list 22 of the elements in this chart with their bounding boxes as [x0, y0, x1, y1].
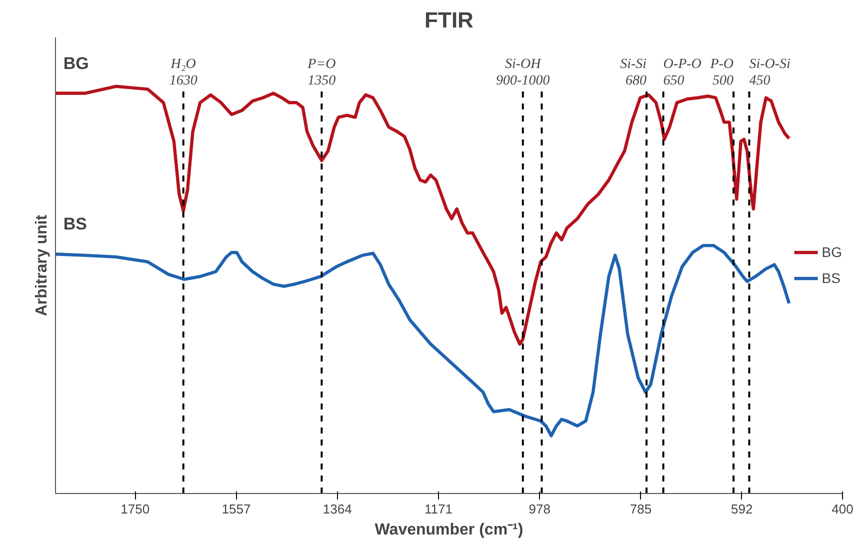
ref-line-label: Si-O-Si 450: [749, 56, 791, 88]
x-tick-label: 400: [832, 502, 854, 516]
legend-label: BG: [822, 244, 842, 260]
ref-line-label: O-P-O 650: [663, 56, 702, 88]
x-axis-title: Wavenumber (cm⁻¹): [374, 522, 524, 538]
legend-label: BS: [822, 270, 842, 286]
ref-line-label: Si-Si 680: [620, 56, 647, 88]
chart-title: FTIR: [424, 8, 474, 32]
x-tick-label: 1364: [322, 502, 352, 516]
x-tick-label: 978: [528, 502, 551, 516]
x-tick-label: 1557: [222, 502, 251, 516]
x-tick-label: 785: [630, 502, 652, 516]
ref-line-label: H₂O 1630: [169, 56, 198, 88]
x-tick-label: 592: [731, 502, 753, 516]
ref-line-label: P-O 500: [709, 56, 734, 88]
annotation: BS: [63, 214, 87, 234]
y-axis-title: Arbitrary unit: [34, 214, 50, 316]
x-tick-label: 1171: [424, 502, 453, 516]
ref-line-label: P=O 1350: [306, 56, 336, 88]
ref-line-label: Si-OH 900-1000: [496, 56, 550, 88]
text: BG: [63, 54, 89, 73]
x-tick-label: 1750: [120, 502, 150, 516]
